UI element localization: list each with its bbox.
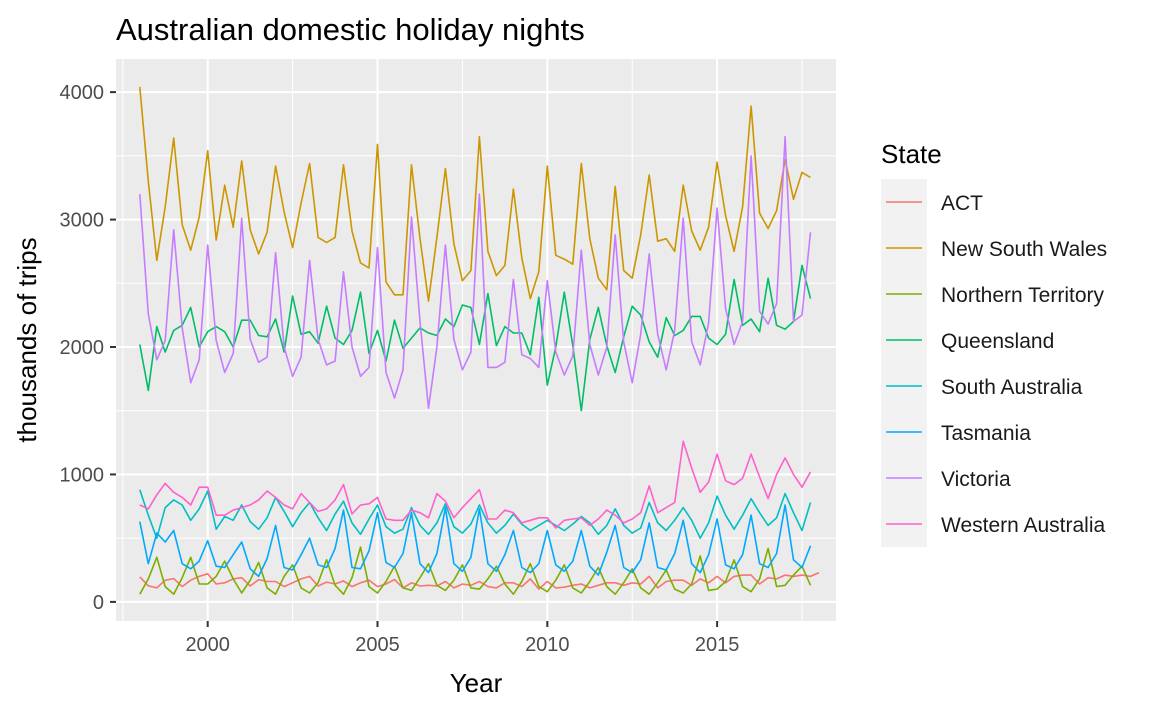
- y-tick-label: 2000: [60, 337, 105, 359]
- series-line-queensland: [139, 264, 812, 412]
- y-tick-label: 3000: [60, 210, 105, 232]
- y-axis: 0 1000 2000 3000 4000: [60, 82, 116, 614]
- x-tick-label: 2015: [695, 634, 740, 656]
- y-tick-label: 1000: [60, 464, 105, 486]
- legend-label-south-australia: South Australia: [941, 376, 1083, 399]
- series-line-tasmania: [139, 504, 812, 578]
- y-tick-label: 4000: [60, 82, 105, 104]
- series-line-northern-territory: [139, 546, 812, 596]
- legend: State ACT New South Wales Northern Territo…: [881, 139, 1107, 547]
- plot-panel: [116, 59, 836, 621]
- grid-minor: [116, 59, 836, 621]
- series-line-western-australia: [139, 440, 812, 529]
- legend-label-northern-territory: Northern Territory: [941, 284, 1104, 307]
- series-line-new-south-wales: [139, 86, 811, 302]
- legend-label-victoria: Victoria: [941, 468, 1011, 491]
- x-tick-label: 2000: [185, 634, 230, 656]
- y-tick-label: 0: [93, 592, 104, 614]
- legend-label-queensland: Queensland: [941, 330, 1054, 353]
- y-axis-title: thousands of trips: [12, 237, 42, 442]
- legend-label-act: ACT: [941, 192, 983, 215]
- legend-items: ACT New South Wales Northern Territory Quee…: [881, 179, 1107, 547]
- series-line-south-australia: [139, 489, 812, 540]
- x-axis: 2000 2005 2010 2015: [185, 621, 739, 656]
- x-tick-label: 2010: [525, 634, 570, 656]
- series-line-victoria: [139, 135, 812, 410]
- x-tick-label: 2005: [355, 634, 400, 656]
- legend-label-tasmania: Tasmania: [941, 422, 1031, 445]
- legend-label-western-australia: Western Australia: [941, 514, 1106, 537]
- legend-label-new-south-wales: New South Wales: [941, 238, 1107, 261]
- legend-title: State: [881, 139, 942, 169]
- chart-title: Australian domestic holiday nights: [116, 12, 585, 47]
- series-lines: [139, 86, 820, 596]
- x-axis-title: Year: [450, 668, 503, 698]
